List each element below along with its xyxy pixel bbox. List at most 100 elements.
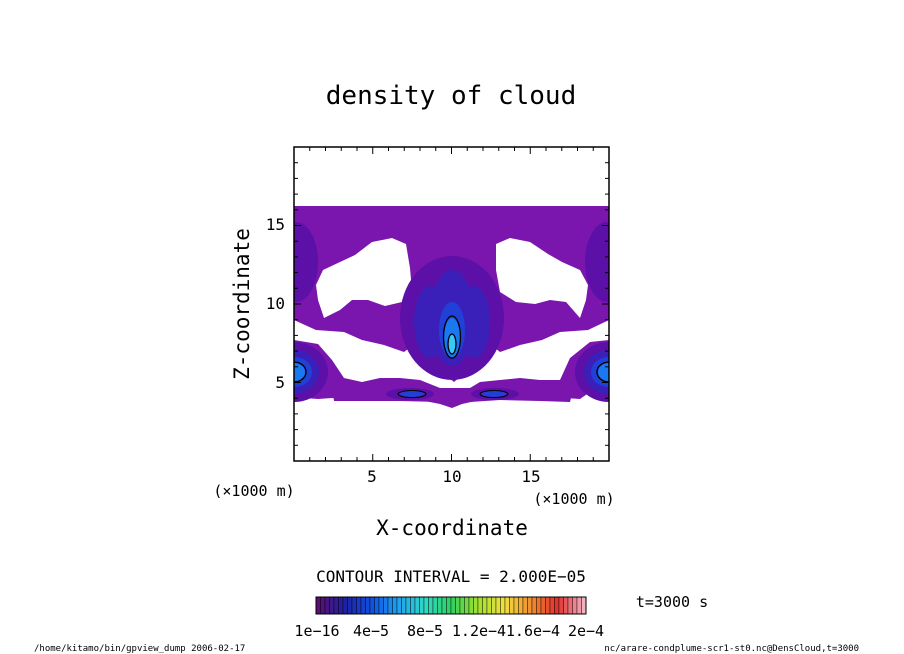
colorbar-segment: [455, 596, 461, 615]
contour-line: [294, 361, 307, 383]
colorbar-segment: [486, 596, 492, 615]
colorbar-segment: [374, 596, 380, 615]
x-axis-label: X-coordinate: [376, 516, 528, 540]
time-label: t=3000 s: [636, 593, 708, 611]
y-tick-label: 5: [275, 373, 285, 392]
colorbar-segment: [356, 596, 362, 615]
colorbar-segment: [450, 596, 456, 615]
colorbar-segment: [554, 596, 560, 615]
colorbar-segment: [437, 596, 443, 615]
colorbar-segment: [482, 596, 488, 615]
colorbar-segment: [329, 596, 335, 615]
cloud-gap-lower: [294, 320, 609, 388]
colorbar-segment: [338, 596, 344, 615]
colorbar-frame: [315, 596, 587, 615]
contour-line: [447, 333, 457, 355]
cloud-density-field: [294, 206, 609, 408]
contour-line: [397, 390, 427, 398]
colorbar-segment: [581, 596, 587, 615]
colorbar-segment: [518, 596, 524, 615]
colorbar-segment: [383, 596, 389, 615]
colorbar-segment: [392, 596, 398, 615]
colorbar-segment: [468, 596, 474, 615]
colorbar-segment: [428, 596, 434, 615]
colorbar-label: 8e−5: [407, 622, 443, 640]
colorbar-segment: [369, 596, 375, 615]
colorbar-segment: [414, 596, 420, 615]
colorbar-segment: [567, 596, 573, 615]
colorbar-segment: [549, 596, 555, 615]
lower-blob-right-level4: [482, 391, 506, 397]
colorbar-segment: [410, 596, 416, 615]
colorbar-segment: [347, 596, 353, 615]
footer-left: /home/kitamo/bin/gpview_dump 2006-02-17: [34, 644, 245, 654]
colorbar-segment: [423, 596, 429, 615]
colorbar-label: 1.2e−4: [452, 622, 506, 640]
colorbar-segment: [495, 596, 501, 615]
colorbar-segment: [513, 596, 519, 615]
left-upper-level2: [294, 222, 318, 302]
colorbar: [315, 596, 587, 615]
cloud-gap-right: [496, 238, 588, 318]
cloud-gap-left: [316, 238, 412, 318]
colorbar-segment: [405, 596, 411, 615]
colorbar-segment: [360, 596, 366, 615]
colorbar-segment: [320, 596, 326, 615]
colorbar-label: 1.6e−4: [506, 622, 560, 640]
x-tick-label: 10: [442, 467, 461, 486]
colorbar-segment: [531, 596, 537, 615]
colorbar-label: 1e−16: [294, 622, 339, 640]
y-tick-label: 15: [266, 215, 285, 234]
colorbar-segment: [540, 596, 546, 615]
colorbar-segment: [500, 596, 506, 615]
colorbar-segment: [572, 596, 578, 615]
right-plume-level5: [598, 363, 609, 381]
colorbar-segment: [527, 596, 533, 615]
colorbar-segment: [342, 596, 348, 615]
y-axis-label: Z-coordinate: [230, 228, 254, 380]
central-plume-level6: [448, 335, 456, 353]
colorbar-segment: [536, 596, 542, 615]
colorbar-segment: [558, 596, 564, 615]
colorbar-segment: [545, 596, 551, 615]
colorbar-segment: [459, 596, 465, 615]
colorbar-segment: [419, 596, 425, 615]
colorbar-segment: [491, 596, 497, 615]
colorbar-segment: [509, 596, 515, 615]
colorbar-segment: [473, 596, 479, 615]
colorbar-segment: [563, 596, 569, 615]
colorbar-segment: [477, 596, 483, 615]
contour-interval-text: CONTOUR INTERVAL = 2.000E−05: [316, 567, 586, 586]
y-unit-label: (×1000 m): [213, 482, 294, 500]
colorbar-labels: 1e−16 4e−5 8e−5 1.2e−4 1.6e−4 2e−4: [294, 622, 604, 640]
colorbar-segment: [396, 596, 402, 615]
colorbar-label: 4e−5: [353, 622, 389, 640]
contour-line: [479, 390, 509, 398]
colorbar-segment: [464, 596, 470, 615]
colorbar-segment: [387, 596, 393, 615]
colorbar-segment: [401, 596, 407, 615]
x-tick-label: 15: [521, 467, 540, 486]
colorbar-segment: [446, 596, 452, 615]
contour-line: [442, 315, 462, 359]
x-tick-label: 5: [367, 467, 377, 486]
colorbar-segment: [365, 596, 371, 615]
axis-ticks: [294, 147, 609, 461]
contour-line: [596, 361, 609, 383]
y-tick-label: 10: [266, 294, 285, 313]
colorbar-segment: [504, 596, 510, 615]
left-plume-level5: [294, 363, 305, 381]
colorbar-segment: [441, 596, 447, 615]
colorbar-segment: [432, 596, 438, 615]
footer-right: nc/arare-condplume-scr1-st0.nc@DensCloud…: [604, 644, 859, 654]
right-upper-level2: [585, 222, 609, 302]
colorbar-segment: [333, 596, 339, 615]
colorbar-segment: [378, 596, 384, 615]
colorbar-segment: [576, 596, 582, 615]
colorbar-segment: [522, 596, 528, 615]
colorbar-segment: [315, 596, 321, 615]
colorbar-segment: [351, 596, 357, 615]
chart-title: density of cloud: [326, 81, 576, 111]
x-unit-label: (×1000 m): [533, 490, 614, 508]
